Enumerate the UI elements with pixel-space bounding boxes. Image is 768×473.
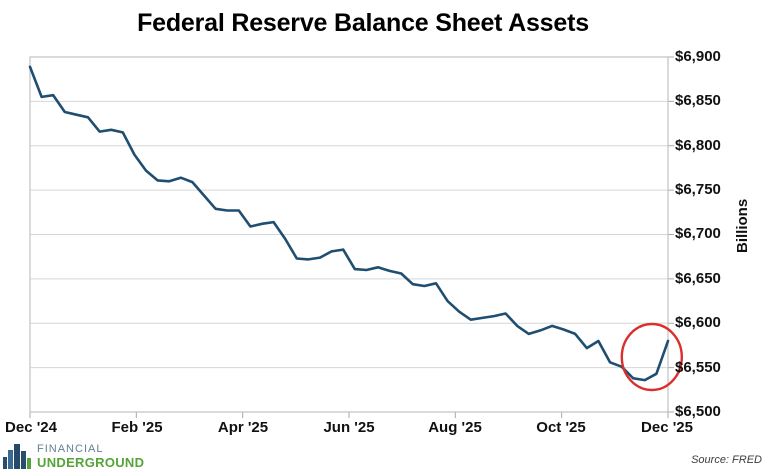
y-axis-tick-label: $6,650 bbox=[675, 270, 721, 287]
y-axis-tick-label: $6,750 bbox=[675, 181, 721, 198]
x-axis-tick-label: Dec '24 bbox=[5, 419, 57, 436]
x-axis-tick-label: Feb '25 bbox=[111, 419, 163, 436]
y-axis-tick-label: $6,800 bbox=[675, 137, 721, 154]
x-axis-tick-label: Jun '25 bbox=[323, 419, 375, 436]
logo-line-underground: UNDERGROUND bbox=[37, 455, 145, 470]
y-axis-title: Billions bbox=[734, 198, 751, 254]
x-axis-tick-label: Oct '25 bbox=[536, 419, 586, 436]
financial-underground-logo: FINANCIAL UNDERGROUND bbox=[3, 441, 144, 469]
chart-title: Federal Reserve Balance Sheet Assets bbox=[137, 9, 589, 37]
logo-text: FINANCIAL UNDERGROUND bbox=[37, 443, 145, 470]
source-note: Source: FRED bbox=[691, 454, 762, 466]
y-axis-tick-label: $6,850 bbox=[675, 92, 721, 109]
logo-line-financial: FINANCIAL bbox=[37, 443, 104, 455]
x-axis-tick-label: Aug '25 bbox=[428, 419, 482, 436]
skyline-icon bbox=[3, 444, 31, 469]
y-axis-tick-label: $6,600 bbox=[675, 314, 721, 331]
y-axis-tick-label: $6,900 bbox=[675, 48, 721, 65]
y-axis-tick-label: $6,550 bbox=[675, 359, 721, 376]
x-axis-tick-label: Dec '25 bbox=[641, 419, 693, 436]
y-axis-tick-label: $6,500 bbox=[675, 403, 721, 420]
x-axis-tick-label: Apr '25 bbox=[217, 419, 269, 436]
y-axis-tick-label: $6,700 bbox=[675, 225, 721, 242]
